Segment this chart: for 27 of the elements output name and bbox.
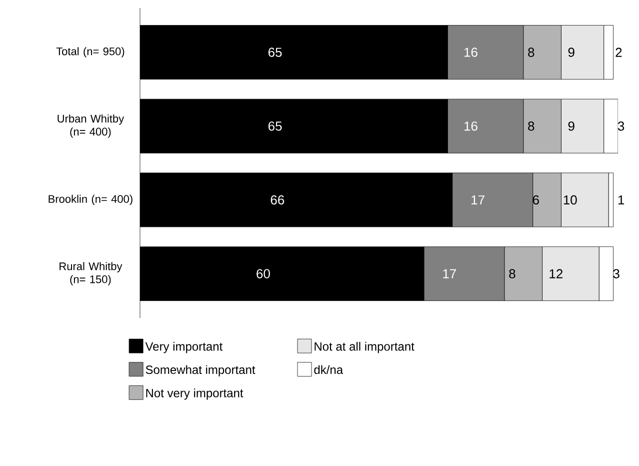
data-label: 12 <box>550 269 562 278</box>
legend-label: Somewhat important <box>146 365 256 376</box>
data-label: 16 <box>464 121 478 131</box>
data-label: 16 <box>464 48 478 57</box>
data-label: 17 <box>443 269 456 278</box>
data-label: 66 <box>270 195 284 205</box>
legend-label: Not at all important <box>314 342 414 354</box>
y-tick-label: Urban Whitby (n= 400) <box>58 114 124 138</box>
data-label: 17 <box>472 195 484 204</box>
legend-label: dk/na <box>314 365 344 374</box>
data-label: 8 <box>528 121 534 131</box>
y-tick-label: Rural Whitby (n= 150) <box>60 262 122 286</box>
data-label: 10 <box>564 195 577 205</box>
data-label: 1 <box>618 195 624 204</box>
data-label: 8 <box>509 269 516 278</box>
data-label: 2 <box>616 48 622 57</box>
data-label: 65 <box>268 48 282 57</box>
data-label: 9 <box>568 48 574 57</box>
data-label: 8 <box>528 48 534 57</box>
legend-label: Not very important <box>146 388 244 400</box>
y-tick-label: Total (n= 950) <box>56 47 124 58</box>
legend-label: Very important <box>145 342 223 354</box>
data-label: 60 <box>256 269 270 278</box>
data-label: 9 <box>568 121 574 131</box>
data-label: 3 <box>618 121 624 131</box>
data-label: 65 <box>268 121 282 131</box>
y-tick-label: Brooklin (n= 400) <box>48 194 132 206</box>
